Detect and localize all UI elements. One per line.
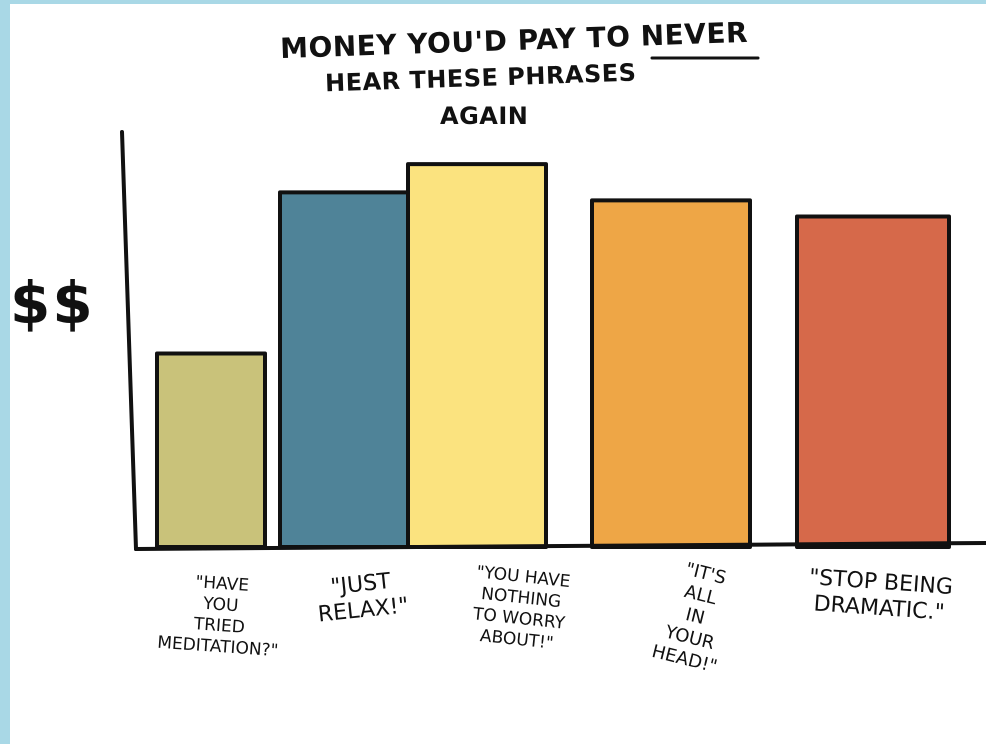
x-axis-line [134, 541, 986, 551]
bar-3 [406, 162, 548, 549]
category-label-1: "HAVE YOU TRIED MEDITATION?" [156, 572, 279, 662]
bar-chart [120, 56, 986, 551]
bar-5 [795, 214, 951, 549]
y-axis-line [120, 130, 138, 551]
bar-1 [155, 351, 267, 549]
chart-canvas: MONEY YOU'D PAY TO NEVER HEAR THESE PHRA… [10, 4, 986, 744]
bar-2 [278, 190, 414, 550]
y-axis-label: $$ [10, 269, 95, 337]
bar-4 [590, 198, 752, 549]
chart-title-line-3: AGAIN [440, 102, 529, 130]
